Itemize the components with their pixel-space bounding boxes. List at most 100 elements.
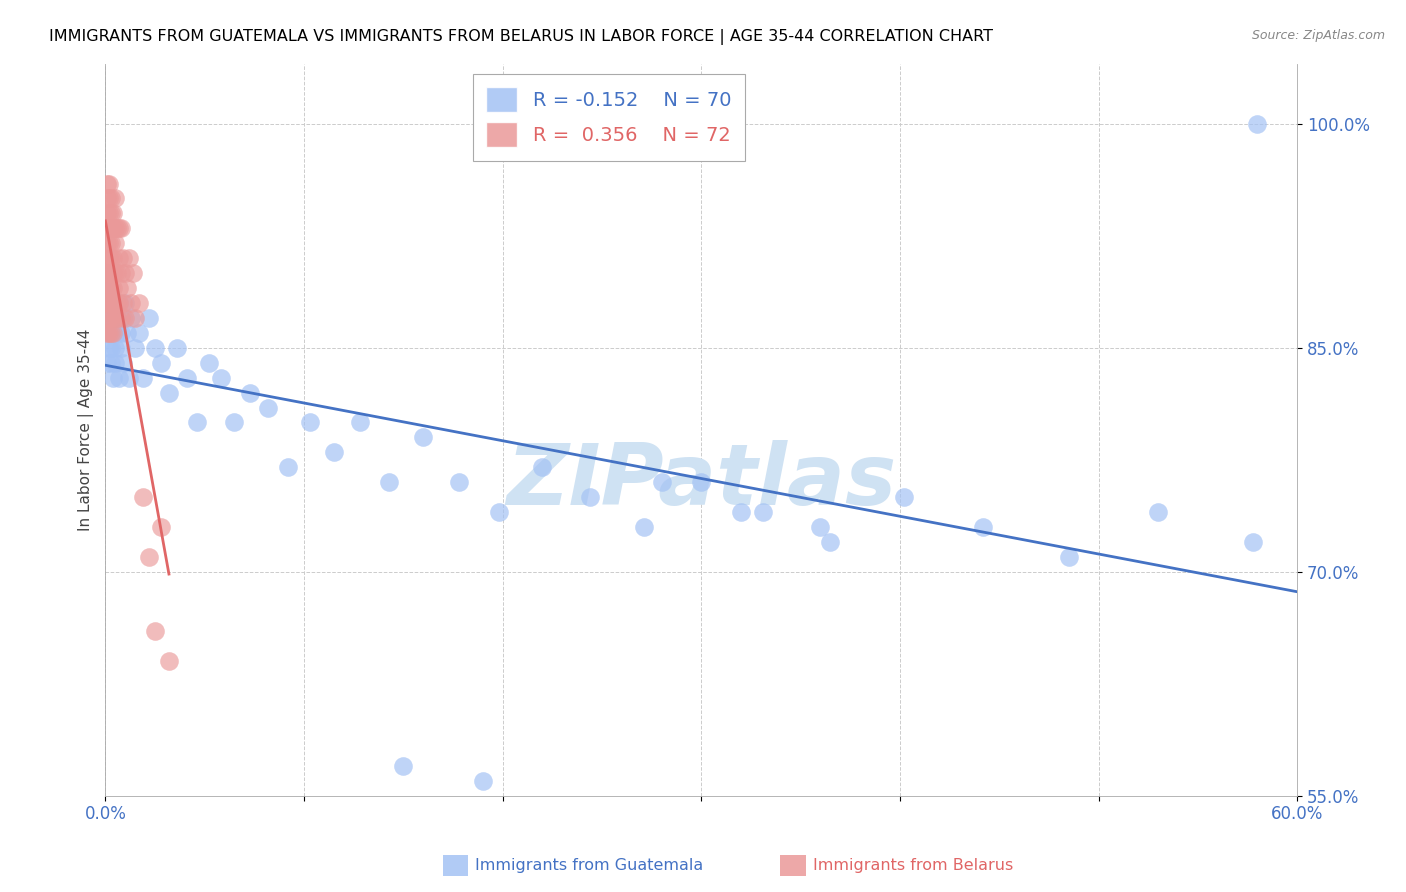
Text: Source: ZipAtlas.com: Source: ZipAtlas.com (1251, 29, 1385, 42)
Point (114, 296, 136, 310)
Point (277, 460, 299, 475)
Point (105, 310, 128, 325)
Point (298, 416, 321, 430)
Point (108, 251, 131, 265)
Point (132, 490, 155, 504)
Point (118, 370, 141, 384)
Point (100, 281, 122, 295)
Point (120, 296, 142, 310)
Point (96, 326, 118, 340)
Point (103, 370, 125, 384)
Point (96, 266, 118, 280)
Point (108, 281, 131, 295)
Point (100, 191, 122, 205)
Point (110, 341, 132, 355)
Point (104, 236, 127, 251)
Point (157, 385, 180, 400)
Point (143, 624, 166, 639)
Point (105, 326, 128, 340)
Point (104, 310, 127, 325)
Point (100, 251, 122, 265)
Point (166, 341, 188, 355)
Point (100, 296, 122, 310)
Point (105, 296, 128, 310)
Point (128, 326, 150, 340)
Point (128, 296, 150, 310)
Point (108, 221, 131, 235)
Point (98, 326, 121, 340)
Text: Immigrants from Belarus: Immigrants from Belarus (813, 858, 1012, 872)
Point (100, 310, 122, 325)
Point (1057, 549, 1080, 564)
Point (114, 266, 136, 280)
Point (103, 266, 125, 280)
Point (98, 281, 121, 295)
Point (104, 296, 127, 310)
Point (103, 251, 125, 265)
Point (96, 177, 118, 191)
Point (209, 370, 232, 384)
Point (1147, 505, 1170, 519)
Point (100, 326, 122, 340)
Point (157, 654, 180, 668)
Point (579, 490, 602, 504)
Point (98, 206, 121, 220)
Point (893, 490, 915, 504)
Point (96, 310, 118, 325)
Point (114, 310, 136, 325)
Point (105, 266, 128, 280)
Point (96, 296, 118, 310)
Point (447, 475, 470, 490)
Point (531, 460, 554, 475)
Point (112, 356, 135, 370)
Point (98, 326, 121, 340)
Point (531, 863, 554, 878)
Point (1246, 117, 1268, 131)
Point (98, 266, 121, 280)
Legend: R = -0.152    N = 70, R =  0.356    N = 72: R = -0.152 N = 70, R = 0.356 N = 72 (472, 74, 745, 161)
Point (104, 266, 127, 280)
Point (150, 520, 173, 534)
Point (112, 251, 135, 265)
Point (96, 191, 118, 205)
Point (176, 370, 198, 384)
Point (112, 296, 135, 310)
Point (100, 266, 122, 280)
Point (110, 266, 132, 280)
Point (104, 221, 127, 235)
Point (98, 251, 121, 265)
Point (412, 430, 434, 444)
Point (972, 520, 994, 534)
Point (392, 759, 415, 773)
Point (820, 535, 842, 549)
Point (98, 310, 121, 325)
Point (104, 356, 127, 370)
Point (98, 281, 121, 295)
Text: ZIPatlas: ZIPatlas (506, 440, 897, 523)
Point (98, 296, 121, 310)
Point (115, 326, 138, 340)
Point (115, 281, 138, 295)
Text: Immigrants from Guatemala: Immigrants from Guatemala (475, 858, 703, 872)
Point (132, 370, 155, 384)
Point (100, 326, 122, 340)
Point (224, 416, 246, 430)
Point (239, 385, 262, 400)
Point (105, 310, 128, 325)
Point (98, 221, 121, 235)
Point (138, 310, 160, 325)
Point (98, 236, 121, 251)
Point (633, 520, 655, 534)
Point (108, 296, 131, 310)
Point (322, 445, 344, 459)
Point (110, 310, 132, 325)
Point (124, 310, 146, 325)
Point (105, 221, 128, 235)
Point (98, 177, 121, 191)
Point (138, 549, 160, 564)
Point (96, 310, 118, 325)
Point (103, 296, 125, 310)
Point (1243, 535, 1265, 549)
Point (98, 191, 121, 205)
Point (96, 356, 118, 370)
